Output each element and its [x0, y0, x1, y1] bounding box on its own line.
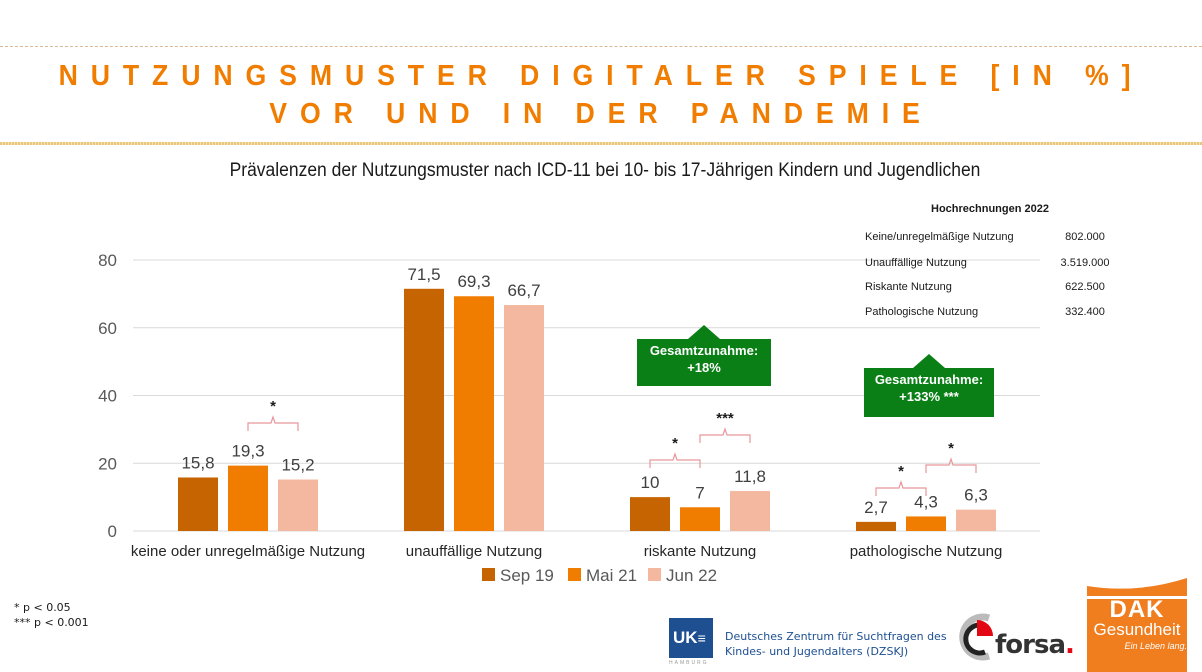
header-top-rule — [0, 46, 1202, 47]
projection-row: Unauffällige Nutzung 3.519.000 — [865, 257, 1145, 275]
y-axis-ticks: 0 20 40 60 80 — [98, 251, 117, 541]
legend-swatch — [482, 568, 495, 581]
forsa-wordmark: forsa — [995, 630, 1066, 660]
x-axis-label: keine oder unregelmäßige Nutzung — [131, 543, 365, 560]
significance-brackets: ******* — [247, 398, 977, 496]
dzskj-line1: Deutsches Zentrum für Suchtfragen des — [725, 630, 947, 643]
projection-row: Pathologische Nutzung 332.400 — [865, 306, 1145, 324]
bar — [856, 521, 896, 531]
y-tick-label: 80 — [98, 251, 117, 270]
legend-swatch — [648, 568, 661, 581]
x-axis-label: pathologische Nutzung — [850, 543, 1003, 560]
projection-row: Riskante Nutzung 622.500 — [865, 281, 1145, 299]
bar — [680, 507, 720, 531]
forsa-logo-text: forsa. — [995, 630, 1075, 660]
dak-brand: DAK — [1087, 596, 1187, 622]
chart-subtitle: Prävalenzen der Nutzungsmuster nach ICD-… — [229, 160, 981, 181]
data-label: 19,3 — [231, 442, 264, 461]
legend-label: Jun 22 — [666, 566, 717, 585]
callout-total-increase-risky: Gesamtzunahme: +18% — [637, 325, 771, 386]
bar — [228, 465, 268, 531]
y-tick-label: 0 — [108, 522, 117, 541]
uke-logo: UK≡ — [669, 618, 713, 658]
significance-bracket — [247, 415, 299, 431]
callout-line1: Gesamtzunahme: — [649, 343, 759, 358]
significance-mark: * — [270, 398, 276, 415]
y-tick-label: 60 — [98, 319, 117, 338]
bar — [454, 296, 494, 531]
data-label: 2,7 — [864, 498, 888, 517]
header-bottom-rule — [0, 142, 1202, 145]
significance-bracket — [649, 452, 701, 468]
callout-line1: Gesamtzunahme: — [874, 372, 984, 387]
uke-logo-subtitle: HAMBURG — [669, 660, 709, 666]
dzskj-name: Deutsches Zentrum für Suchtfragen des Ki… — [725, 629, 947, 659]
footnote-p0001: *** p < 0.001 — [14, 616, 89, 629]
y-tick-label: 40 — [98, 387, 117, 406]
bar — [404, 288, 444, 531]
data-label: 15,2 — [281, 456, 314, 475]
callout-total-increase-pathological: Gesamtzunahme: +133% *** — [864, 354, 994, 417]
projection-value: 802.000 — [1065, 231, 1105, 243]
callout-line2: +133% *** — [899, 389, 959, 404]
legend-label: Sep 19 — [500, 566, 554, 585]
uke-logo-text: UK — [673, 628, 698, 647]
projection-value: 3.519.000 — [1060, 257, 1110, 269]
bar — [730, 491, 770, 531]
page-title-line2: VOR UND IN DER PANDEMIE — [269, 98, 933, 130]
significance-bracket — [699, 427, 751, 443]
projection-label: Unauffällige Nutzung — [865, 257, 967, 269]
data-label: 71,5 — [407, 265, 440, 284]
data-label: 10 — [641, 473, 660, 492]
significance-mark: * — [898, 463, 904, 480]
bar — [178, 477, 218, 531]
data-label: 11,8 — [734, 467, 766, 486]
forsa-dot: . — [1065, 630, 1075, 660]
significance-mark: * — [948, 440, 954, 457]
data-labels: 15,8 19,3 15,2 71,5 69,3 66,7 10 7 11,8 2,7 4,3 6,3 — [181, 265, 987, 517]
dak-logo-wave — [1087, 578, 1187, 589]
legend: Sep 19 Mai 21 Jun 22 — [482, 566, 717, 585]
significance-mark: * — [672, 435, 678, 452]
projection-row: Keine/unregelmäßige Nutzung 802.000 — [865, 231, 1145, 249]
bar — [630, 497, 670, 531]
forsa-logo-icon — [959, 613, 993, 661]
projections-title: Hochrechnungen 2022 — [931, 203, 1049, 215]
bar — [906, 516, 946, 531]
projection-value: 332.400 — [1065, 306, 1105, 318]
significance-mark: *** — [716, 410, 734, 427]
bars — [178, 288, 996, 531]
data-label: 7 — [695, 483, 704, 502]
dak-logo: DAK Gesundheit Ein Leben lang. — [1087, 578, 1187, 672]
x-axis-label: unauffällige Nutzung — [406, 543, 543, 560]
data-label: 69,3 — [457, 272, 490, 291]
legend-label: Mai 21 — [586, 566, 637, 585]
bar — [278, 479, 318, 531]
callout-line2: +18% — [687, 360, 721, 375]
data-label: 6,3 — [964, 486, 988, 505]
bar — [504, 305, 544, 531]
dak-slogan: Ein Leben lang. — [1124, 641, 1187, 651]
bar — [956, 509, 996, 531]
page-title-line1: NUTZUNGSMUSTER DIGITALER SPIELE [IN %] — [58, 60, 1144, 92]
projection-value: 622.500 — [1065, 281, 1105, 293]
significance-bracket — [875, 480, 927, 496]
dak-name: Gesundheit — [1093, 620, 1181, 639]
legend-swatch — [568, 568, 581, 581]
data-label: 15,8 — [181, 453, 214, 472]
significance-bracket — [925, 457, 977, 473]
dzskj-line2: Kindes- und Jugendalters (DZSKJ) — [725, 645, 909, 658]
data-label: 4,3 — [914, 492, 938, 511]
x-axis-label: riskante Nutzung — [644, 543, 757, 560]
projection-label: Riskante Nutzung — [865, 281, 952, 293]
footnote-p005: * p < 0.05 — [14, 601, 71, 614]
projection-label: Keine/unregelmäßige Nutzung — [865, 231, 1014, 243]
x-axis-labels: keine oder unregelmäßige Nutzung unauffäl… — [131, 543, 1002, 560]
data-label: 66,7 — [507, 281, 540, 300]
y-tick-label: 20 — [98, 454, 117, 473]
uke-logo-mark: ≡ — [697, 630, 706, 646]
projection-label: Pathologische Nutzung — [865, 306, 979, 318]
